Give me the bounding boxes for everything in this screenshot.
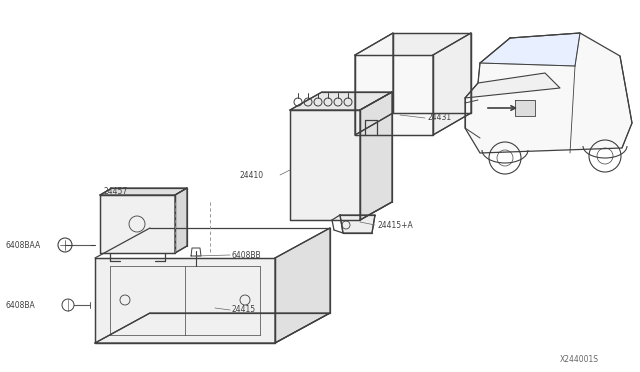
Polygon shape <box>480 33 580 66</box>
Polygon shape <box>100 188 187 195</box>
Polygon shape <box>95 313 330 343</box>
Polygon shape <box>355 33 393 135</box>
Text: 24415: 24415 <box>232 305 256 314</box>
Polygon shape <box>100 195 175 253</box>
Text: 6408BA: 6408BA <box>5 301 35 310</box>
Polygon shape <box>393 33 471 113</box>
Text: 24410: 24410 <box>240 170 264 180</box>
Text: 6408BB: 6408BB <box>232 250 262 260</box>
Polygon shape <box>360 92 392 220</box>
Text: X244001S: X244001S <box>560 356 599 365</box>
Text: 24431: 24431 <box>427 113 451 122</box>
Polygon shape <box>465 33 632 153</box>
Polygon shape <box>290 110 360 220</box>
Polygon shape <box>290 92 392 110</box>
Polygon shape <box>433 33 471 135</box>
Polygon shape <box>515 100 535 116</box>
Polygon shape <box>275 228 330 343</box>
Polygon shape <box>95 258 275 343</box>
Text: 24415+A: 24415+A <box>377 221 413 230</box>
Text: 6408BAA: 6408BAA <box>5 241 40 250</box>
Polygon shape <box>340 215 375 233</box>
Polygon shape <box>175 188 187 253</box>
Polygon shape <box>465 73 560 98</box>
Text: 24457: 24457 <box>103 187 127 196</box>
Polygon shape <box>355 55 433 135</box>
